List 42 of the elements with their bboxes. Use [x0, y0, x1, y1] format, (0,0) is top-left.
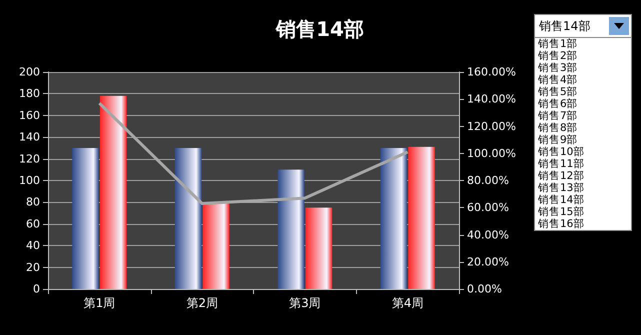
y-tick-label: 20: [26, 260, 40, 274]
y-tick-label: 80: [26, 196, 40, 209]
y-tick-label: 0: [33, 282, 40, 296]
y-tick-label: 160: [19, 108, 40, 122]
y2-tick-label: 80.00%: [467, 174, 509, 187]
y2-tick-label: 20.00%: [467, 255, 509, 268]
text: 销售4部: [538, 74, 579, 86]
y-tick-label: 40: [26, 239, 40, 252]
y-tick-label: 140: [19, 130, 40, 144]
text: 销售9部: [538, 134, 579, 146]
y2-tick-label: 0.00%: [467, 282, 502, 296]
y2-tick-label: 60.00%: [467, 201, 509, 214]
text: 销售14部: [534, 14, 632, 38]
text: 销售8部: [538, 122, 579, 134]
y-tick-label: 200: [19, 66, 40, 78]
text: 销售15部: [538, 206, 586, 218]
x-tick-label: 第1周: [84, 296, 116, 310]
y2-tick-label: 140.00%: [467, 92, 516, 106]
text: 销售10部: [538, 146, 586, 158]
x-tick-label: 第3周: [289, 296, 321, 310]
y-tick-label: 180: [19, 87, 40, 100]
x-tick-label: 第2周: [186, 296, 218, 310]
y2-tick-label: 160.00%: [467, 66, 516, 78]
chart-title: 销售14部: [275, 17, 364, 41]
text: 销售12部: [538, 170, 586, 182]
y-tick-label: 60: [26, 217, 40, 230]
text: 销售7部: [538, 110, 579, 122]
text: 销售1部: [538, 38, 579, 50]
text: 销售13部: [538, 182, 586, 194]
text: 销售14部: [538, 194, 586, 206]
text: 销售16部: [538, 218, 586, 230]
y2-tick-label: 120.00%: [467, 120, 516, 133]
y-tick-label: 120: [19, 152, 40, 166]
text: 销售3部: [538, 62, 579, 74]
text: 销售11部: [538, 158, 586, 170]
y-tick-label: 100: [19, 174, 40, 187]
y2-tick-label: 100.00%: [467, 146, 516, 160]
x-tick-label: 第4周: [392, 296, 424, 310]
y2-tick-label: 40.00%: [467, 228, 509, 242]
text: 销售5部: [538, 86, 579, 98]
text: 销售6部: [538, 98, 579, 110]
text: 销售2部: [538, 50, 579, 62]
